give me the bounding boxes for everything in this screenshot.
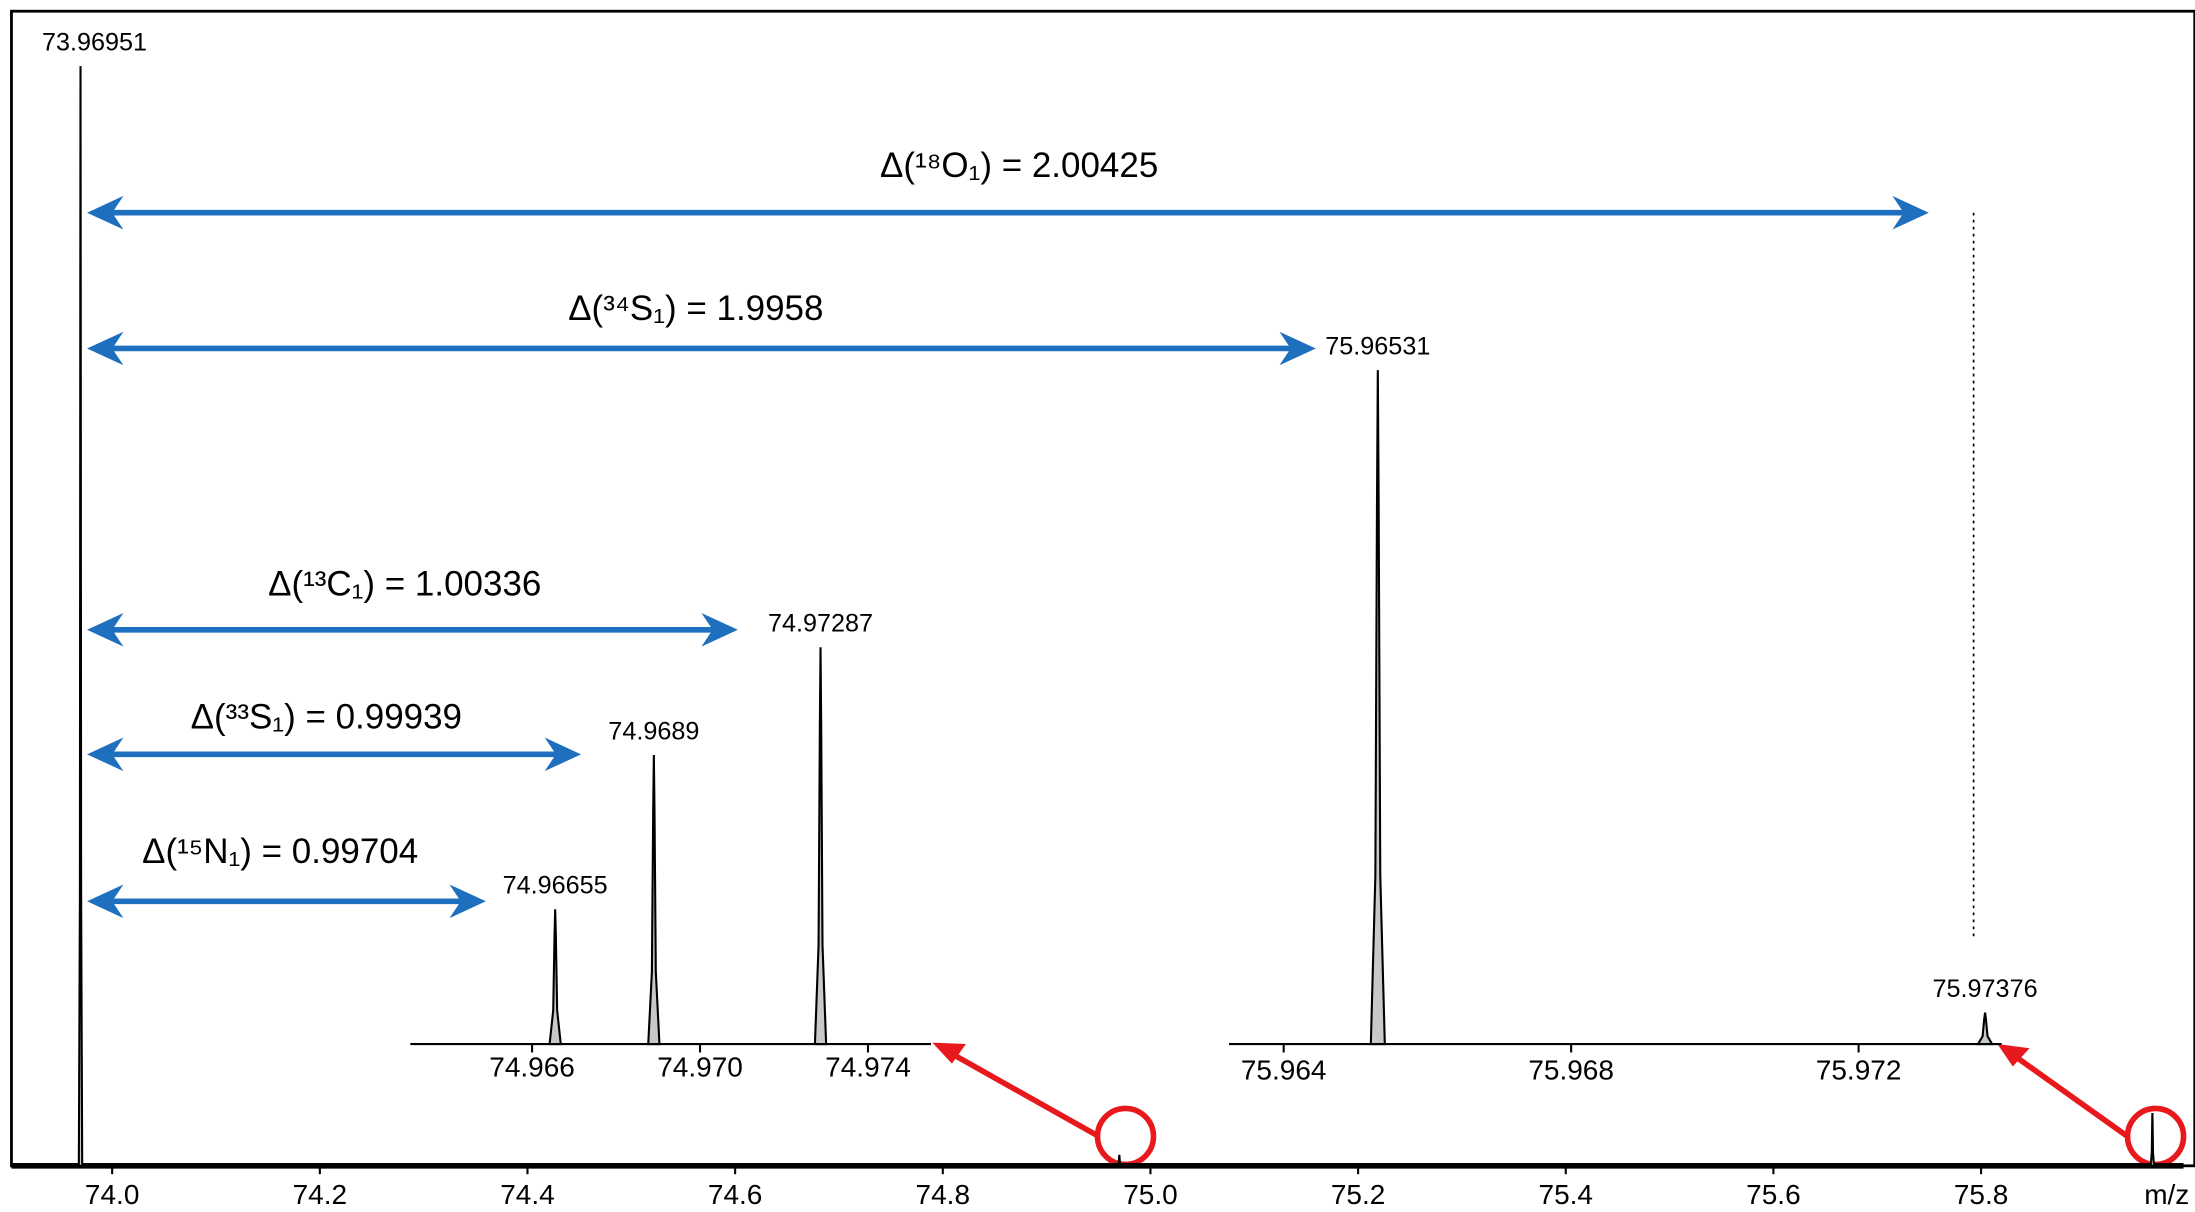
delta-annotation: Δ(¹³C₁) = 1.00336 xyxy=(268,565,541,604)
x-tick-label: 75.972 xyxy=(1816,1054,1902,1085)
peak xyxy=(1116,1154,1123,1167)
arrowhead xyxy=(87,884,124,919)
x-tick-label: 75.2 xyxy=(1331,1179,1385,1210)
peak xyxy=(2149,1113,2156,1167)
x-tick-label: 75.968 xyxy=(1528,1054,1614,1085)
x-tick-label: 75.6 xyxy=(1746,1179,1800,1210)
x-tick-label: 74.0 xyxy=(85,1179,139,1210)
red-arrowhead xyxy=(932,1042,966,1064)
delta-annotation: Δ(³³S₁) = 0.99939 xyxy=(191,698,462,737)
peak-label: 74.96655 xyxy=(503,872,608,900)
x-tick-label: 75.0 xyxy=(1123,1179,1177,1210)
delta-annotation: Δ(¹⁸O₁) = 2.00425 xyxy=(880,146,1158,185)
red-circle xyxy=(2124,1105,2187,1168)
peak xyxy=(548,909,562,1046)
x-tick-label: 74.2 xyxy=(293,1179,347,1210)
red-arrowhead xyxy=(1997,1044,2030,1067)
arrowhead xyxy=(544,737,582,772)
x-tick-label: 75.964 xyxy=(1241,1054,1327,1085)
x-tick-label: 75.8 xyxy=(1954,1179,2008,1210)
peak xyxy=(1976,1012,1994,1046)
peak xyxy=(813,647,828,1046)
red-arrow xyxy=(950,1051,1101,1139)
peak-label: 75.97376 xyxy=(1933,975,2038,1003)
x-tick-label: 74.966 xyxy=(489,1052,575,1083)
peak xyxy=(647,755,661,1046)
arrowhead xyxy=(1892,195,1929,230)
arrowhead xyxy=(701,612,738,647)
arrowhead xyxy=(87,331,124,366)
peak-label: 74.97287 xyxy=(768,609,873,637)
peak-label: 74.9689 xyxy=(608,717,699,745)
peak xyxy=(1369,370,1386,1046)
x-tick-label: 74.6 xyxy=(708,1179,762,1210)
arrowhead xyxy=(87,737,124,772)
delta-annotation: Δ(¹⁵N₁) = 0.99704 xyxy=(142,832,418,871)
x-tick-label: 74.4 xyxy=(500,1179,554,1210)
delta-annotation: Δ(³⁴S₁) = 1.9958 xyxy=(568,289,823,328)
peak xyxy=(77,66,84,1167)
x-tick-label: 75.4 xyxy=(1539,1179,1593,1210)
arrowhead xyxy=(87,612,124,647)
peak-label: 73.96951 xyxy=(42,28,147,56)
x-axis-label: m/z xyxy=(2144,1179,2189,1210)
peak-label: 75.96531 xyxy=(1325,332,1430,360)
x-tick-label: 74.8 xyxy=(916,1179,970,1210)
x-tick-label: 74.970 xyxy=(657,1052,743,1083)
arrowhead xyxy=(1279,331,1316,366)
x-tick-label: 74.974 xyxy=(825,1052,911,1083)
arrowhead xyxy=(449,884,486,919)
arrowhead xyxy=(87,195,124,230)
red-circle xyxy=(1094,1105,1157,1168)
red-arrow xyxy=(2013,1054,2130,1139)
